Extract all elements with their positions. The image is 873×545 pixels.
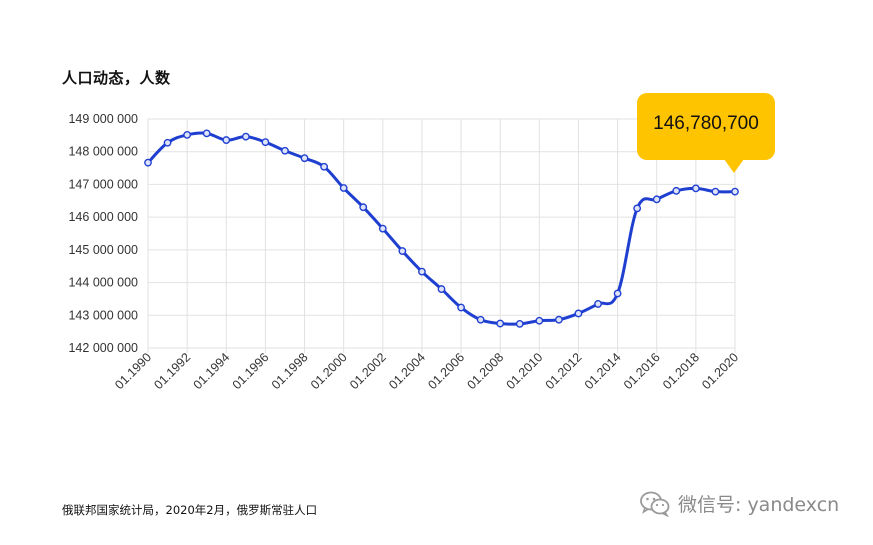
data-point bbox=[652, 195, 661, 204]
x-tick-label: 01.2004 bbox=[386, 350, 428, 392]
y-axis-ticks: 142 000 000 143 000 000 144 000 000 145 000… bbox=[68, 112, 138, 355]
data-point bbox=[496, 319, 505, 328]
x-tick-label: 01.1992 bbox=[151, 350, 193, 392]
x-tick-label: 01.2012 bbox=[543, 350, 585, 392]
x-tick-label: 01.1990 bbox=[112, 350, 154, 392]
data-point bbox=[476, 315, 485, 324]
x-tick-label: 01.2006 bbox=[425, 350, 467, 392]
x-tick-label: 01.2018 bbox=[660, 350, 702, 392]
data-point bbox=[691, 184, 700, 193]
data-point bbox=[222, 136, 231, 144]
data-point bbox=[457, 303, 465, 312]
data-point bbox=[261, 138, 270, 147]
y-tick-label: 148 000 000 bbox=[68, 145, 138, 159]
y-tick-label: 149 000 000 bbox=[68, 112, 138, 126]
x-tick-label: 01.2010 bbox=[504, 350, 546, 392]
series-line bbox=[146, 131, 737, 326]
data-point bbox=[183, 130, 192, 139]
tooltip-pointer bbox=[724, 159, 744, 173]
data-point bbox=[633, 204, 642, 213]
source-note: 俄联邦国家统计局，2020年2月，俄罗斯常驻人口 bbox=[62, 503, 318, 517]
wechat-icon bbox=[640, 491, 670, 517]
x-tick-label: 01.2000 bbox=[308, 350, 350, 392]
data-point bbox=[339, 184, 348, 192]
data-point bbox=[515, 319, 524, 328]
x-tick-label: 01.1998 bbox=[269, 350, 311, 392]
x-tick-label: 01.2008 bbox=[464, 350, 506, 392]
y-tick-label: 143 000 000 bbox=[68, 308, 138, 322]
x-tick-label: 01.1996 bbox=[230, 350, 272, 392]
data-point bbox=[300, 154, 309, 163]
data-point bbox=[398, 247, 407, 255]
data-point bbox=[594, 300, 602, 308]
x-tick-label: 01.1994 bbox=[191, 350, 233, 392]
data-point bbox=[613, 289, 622, 298]
x-tick-label: 01.2020 bbox=[699, 350, 741, 392]
data-point bbox=[731, 187, 739, 196]
tooltip-value: 146,780,700 bbox=[653, 113, 759, 134]
data-point bbox=[320, 162, 328, 171]
y-tick-label: 146 000 000 bbox=[68, 210, 138, 224]
x-tick-label: 01.2002 bbox=[347, 350, 389, 392]
watermark-text: 微信号: yandexcn bbox=[678, 494, 840, 516]
x-tick-label: 01.2014 bbox=[582, 350, 624, 392]
data-points bbox=[144, 129, 739, 328]
data-point bbox=[711, 187, 720, 196]
data-point bbox=[555, 315, 563, 324]
data-point bbox=[281, 146, 289, 155]
data-point bbox=[574, 309, 583, 318]
x-tick-label: 01.2016 bbox=[621, 350, 663, 392]
y-tick-label: 142 000 000 bbox=[68, 341, 138, 355]
data-point bbox=[535, 316, 544, 325]
data-point bbox=[202, 129, 211, 138]
x-axis-ticks: 01.199001.199201.199401.199601.199801.20… bbox=[112, 350, 741, 392]
value-tooltip: 146,780,700 bbox=[637, 93, 775, 160]
data-point bbox=[378, 224, 387, 233]
data-point bbox=[163, 138, 172, 147]
data-point bbox=[672, 186, 681, 195]
y-tick-label: 144 000 000 bbox=[68, 276, 138, 290]
watermark: 微信号: yandexcn bbox=[640, 490, 839, 517]
y-tick-label: 145 000 000 bbox=[68, 243, 138, 257]
data-point bbox=[418, 267, 426, 276]
y-tick-label: 147 000 000 bbox=[68, 177, 138, 191]
data-point bbox=[359, 203, 368, 212]
data-point bbox=[144, 158, 152, 167]
data-point bbox=[241, 132, 250, 141]
chart-title: 人口动态，人数 bbox=[62, 69, 171, 87]
data-point bbox=[437, 285, 446, 293]
